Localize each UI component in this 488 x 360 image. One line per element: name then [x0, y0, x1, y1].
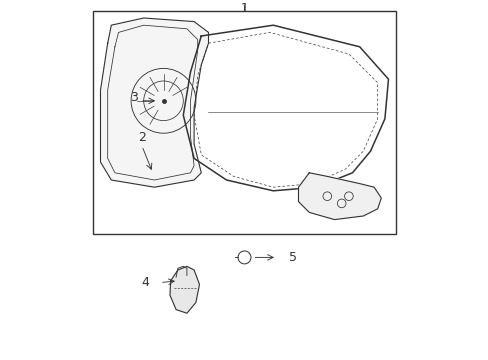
- Polygon shape: [170, 266, 199, 313]
- Text: 1: 1: [240, 2, 248, 15]
- Polygon shape: [101, 18, 208, 187]
- Text: 2: 2: [138, 131, 145, 144]
- Polygon shape: [298, 173, 381, 220]
- Text: 5: 5: [289, 251, 297, 264]
- Text: 3: 3: [130, 91, 138, 104]
- Bar: [93, 11, 395, 234]
- Text: 4: 4: [141, 276, 149, 289]
